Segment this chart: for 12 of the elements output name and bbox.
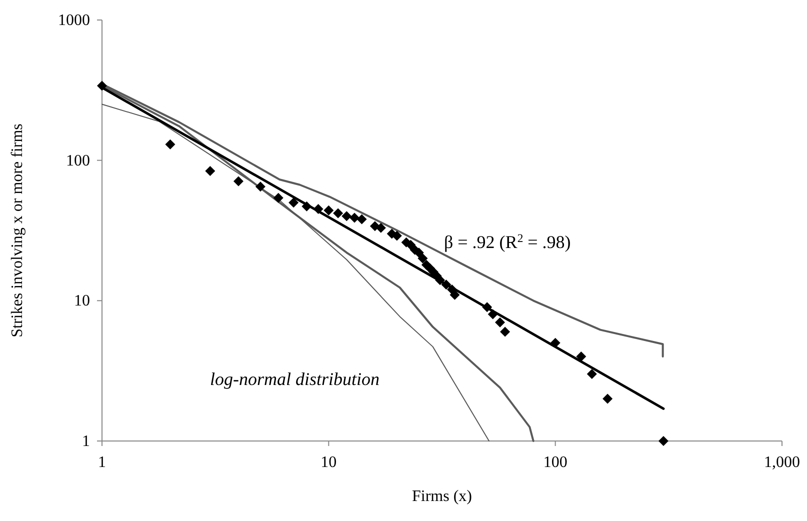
x-tick-label: 1 [98,454,106,471]
x-axis-title: Firms (x) [412,488,472,505]
x-tick-label: 100 [543,454,568,471]
y-axis-title: Strikes involving x or more firms [9,124,26,338]
y-tick-label: 10 [74,292,90,310]
y-tick-label: 100 [66,152,90,170]
y-tick-label: 1 [82,433,90,450]
x-tick-label: 10 [320,454,337,471]
x-tick-label: 1,000 [764,454,800,471]
y-tick-label: 1000 [58,12,90,29]
annotation: β = .92 (R$^{2}$ = .98) [444,232,571,252]
annotation: log-normal distribution [210,369,380,389]
